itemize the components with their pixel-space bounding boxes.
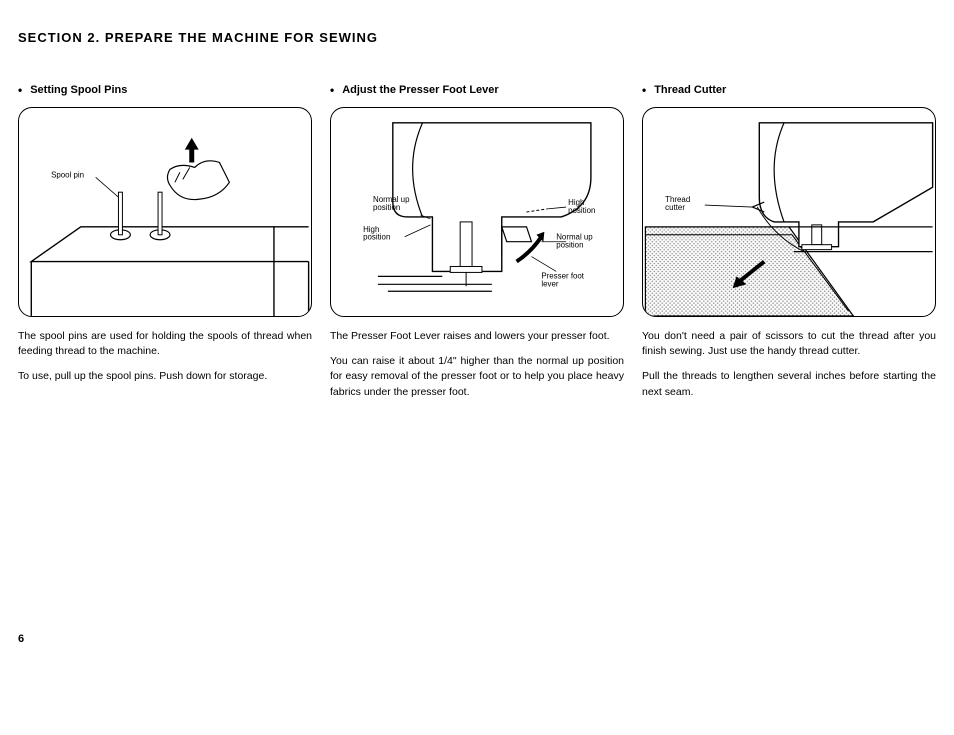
column-spool-pins: Setting Spool Pins	[18, 83, 312, 410]
svg-text:position: position	[568, 206, 595, 215]
page-number: 6	[18, 633, 24, 645]
para: The spool pins are used for holding the …	[18, 329, 312, 359]
svg-text:lever: lever	[541, 279, 559, 288]
column-thread-cutter: Thread Cutter	[642, 83, 936, 410]
column-presser-foot: Adjust the Presser Foot Lever	[330, 83, 624, 410]
columns-container: Setting Spool Pins	[18, 83, 936, 410]
para: To use, pull up the spool pins. Push dow…	[18, 369, 312, 384]
body-spool-pins: The spool pins are used for holding the …	[18, 329, 312, 395]
figure-spool-pins: Spool pin	[18, 107, 312, 317]
para: You don't need a pair of scissors to cut…	[642, 329, 936, 359]
body-thread-cutter: You don't need a pair of scissors to cut…	[642, 329, 936, 410]
figure-presser-foot: Normal up position High position High po…	[330, 107, 624, 317]
para: The Presser Foot Lever raises and lowers…	[330, 329, 624, 344]
svg-text:position: position	[373, 203, 400, 212]
svg-text:cutter: cutter	[665, 203, 685, 212]
label-spool-pin: Spool pin	[51, 170, 84, 179]
section-title: SECTION 2. PREPARE THE MACHINE FOR SEWIN…	[18, 30, 936, 45]
body-presser-foot: The Presser Foot Lever raises and lowers…	[330, 329, 624, 410]
figure-thread-cutter: Thread cutter	[642, 107, 936, 317]
para: Pull the threads to lengthen several inc…	[642, 369, 936, 399]
heading-presser-foot: Adjust the Presser Foot Lever	[330, 83, 624, 97]
para: You can raise it about 1/4" higher than …	[330, 354, 624, 400]
heading-thread-cutter: Thread Cutter	[642, 83, 936, 97]
svg-text:position: position	[363, 233, 390, 242]
svg-text:position: position	[556, 241, 583, 250]
heading-spool-pins: Setting Spool Pins	[18, 83, 312, 97]
